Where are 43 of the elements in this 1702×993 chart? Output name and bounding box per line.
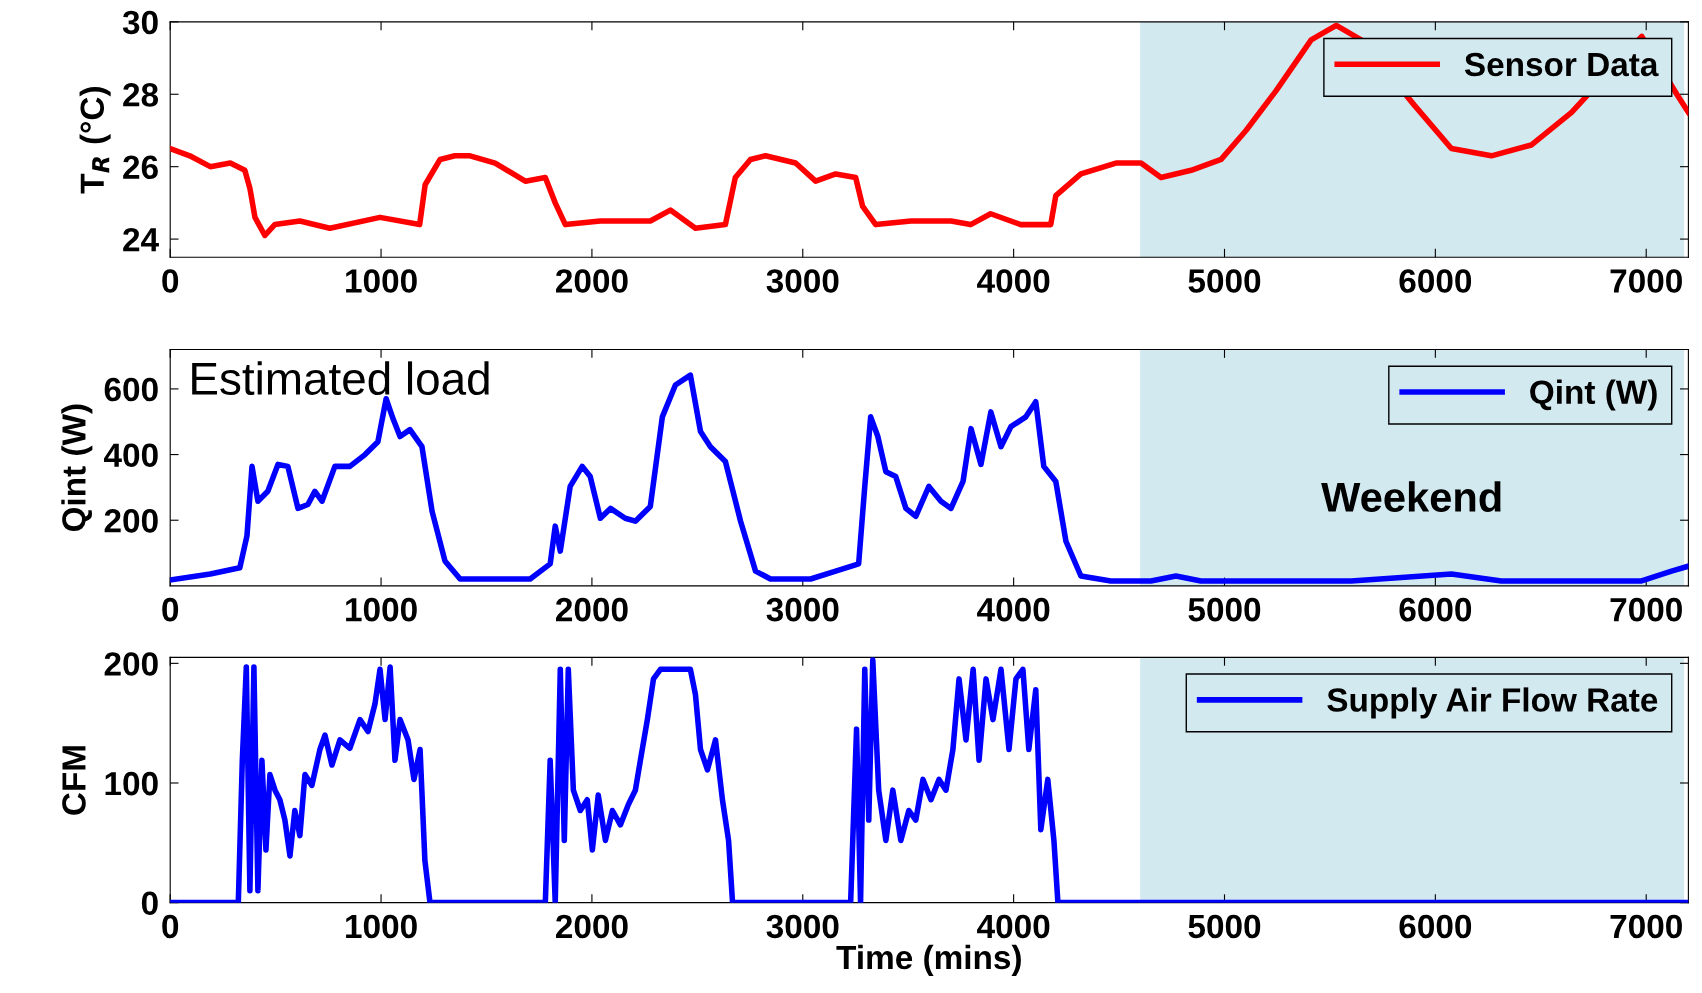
band-label: Weekend [1321, 481, 1501, 512]
y-axis-title: CFM [62, 746, 86, 815]
x-tick-label: 7000 [1610, 597, 1682, 622]
x-tick-label: 1000 [346, 914, 417, 939]
x-tick-label: 1000 [346, 269, 417, 293]
y-tick-label: 600 [104, 377, 158, 402]
annotation: Estimated load [192, 361, 489, 396]
y-tick-label: 400 [103, 443, 158, 467]
y-tick-label: 26 [123, 155, 158, 180]
y-tick-label: 0 [141, 891, 158, 916]
x-tick-label: 2000 [556, 269, 628, 293]
x-tick-label: 4000 [977, 269, 1050, 293]
y-axis-title: T$_{R}$ (°C) [79, 87, 111, 194]
x-tick-label: 2000 [556, 914, 628, 939]
x-tick-label: 3000 [766, 914, 839, 939]
y-tick-label: 200 [104, 652, 158, 676]
x-tick-label: 4000 [977, 914, 1050, 939]
x-tick-label: 5000 [1188, 597, 1261, 622]
x-tick-label: 0 [162, 597, 179, 622]
x-tick-label: 5000 [1188, 269, 1261, 293]
x-tick-label: 3000 [766, 269, 839, 293]
x-tick-label: 1000 [346, 597, 417, 622]
y-tick-label: 100 [105, 771, 158, 796]
legend-label: Qint (W) [1530, 379, 1657, 411]
x-tick-label: 3000 [766, 597, 839, 622]
x-tick-label: 7000 [1610, 269, 1682, 293]
y-tick-label: 28 [123, 83, 159, 107]
x-tick-label: 4000 [977, 597, 1050, 622]
x-tick-label: 0 [162, 269, 179, 293]
y-tick-label: 24 [123, 227, 159, 252]
x-tick-label: 0 [162, 914, 179, 939]
x-tick-label: 6000 [1399, 597, 1472, 622]
x-tick-label: 7000 [1610, 914, 1682, 939]
x-tick-label: 5000 [1188, 914, 1261, 939]
y-tick-label: 30 [122, 10, 158, 35]
x-tick-label: 2000 [556, 597, 628, 622]
x-tick-label: 6000 [1399, 914, 1472, 939]
legend-label: Supply Air Flow Rate [1327, 687, 1658, 719]
x-axis-title: Time (mins) [836, 944, 1021, 976]
y-axis-title: Qint (W) [61, 404, 93, 532]
y-tick-label: 200 [104, 509, 158, 533]
legend-label: Sensor Data [1464, 52, 1659, 77]
x-tick-label: 6000 [1399, 269, 1472, 293]
